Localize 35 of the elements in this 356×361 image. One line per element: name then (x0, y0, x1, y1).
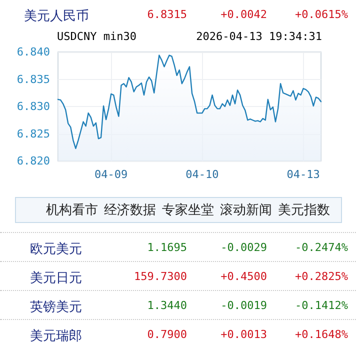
text: -0.0029 (220, 241, 267, 254)
text: 滚动新闻 (220, 202, 272, 219)
text: +0.4500 (220, 270, 267, 283)
text: 欧元美元 (30, 241, 82, 258)
text: 机构看市 (46, 202, 98, 219)
text: 1.3440 (147, 299, 187, 312)
text: 美元指数 (278, 202, 330, 219)
text: 美元日元 (30, 270, 82, 287)
chart-subtitle: USDCNY min30 (57, 30, 136, 43)
x-tick-label: 04-10 (186, 168, 219, 181)
text: 英镑美元 (30, 299, 82, 316)
text: 0.7900 (147, 328, 187, 341)
text: -0.2474% (295, 241, 348, 254)
text: 159.7300 (134, 270, 187, 283)
text: 专家坐堂 (162, 202, 214, 219)
text: -0.1412% (295, 299, 348, 312)
y-tick-label: 6.835 (16, 72, 50, 86)
y-tick-label: 6.840 (16, 46, 50, 58)
text: +0.0013 (220, 328, 267, 341)
chart-title: 美元人民币 (24, 8, 89, 25)
text: +0.2825% (295, 270, 348, 283)
text: 2026-04-13 19:34:31 (196, 30, 322, 43)
text: +0.0615% (295, 8, 348, 21)
text: +0.0042 (220, 8, 267, 21)
text: 1.1695 (147, 241, 187, 254)
text: 经济数据 (104, 202, 156, 219)
y-tick-label: 6.830 (16, 100, 50, 113)
x-tick-label: 04-09 (94, 168, 128, 181)
text: -0.0019 (220, 299, 267, 312)
text: 美元瑞郎 (30, 328, 82, 345)
text: 6.8315 (147, 8, 187, 21)
text: +0.1648% (295, 328, 348, 341)
y-tick-label: 6.825 (16, 127, 50, 140)
x-tick-label: 04-13 (286, 168, 320, 181)
y-tick-label: 6.820 (16, 154, 50, 168)
